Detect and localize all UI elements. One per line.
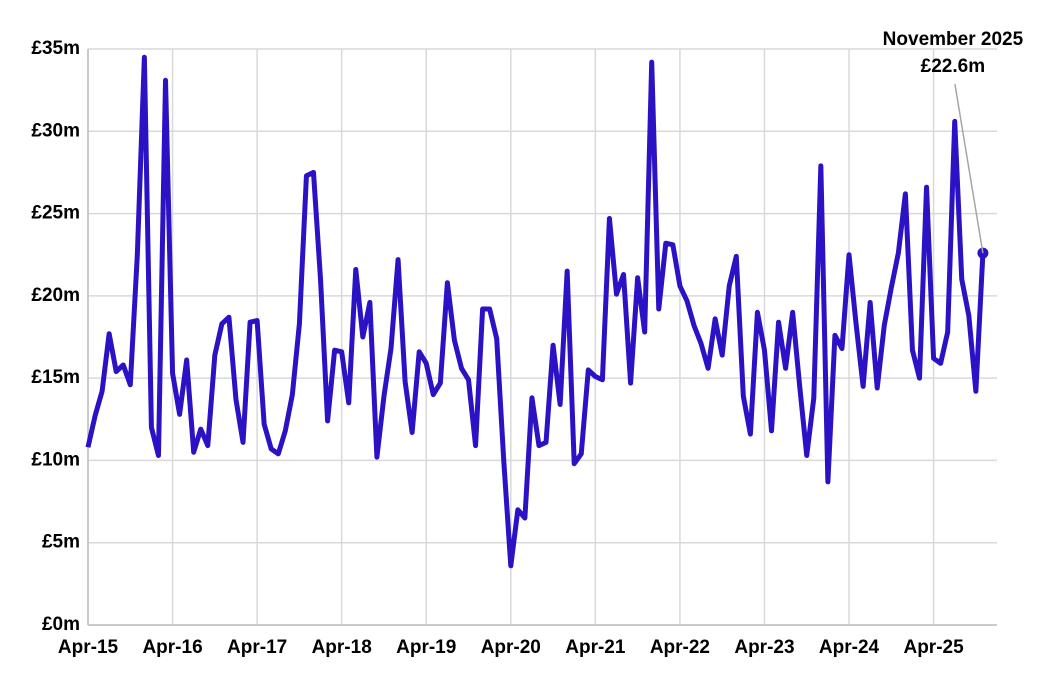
x-tick-label: Apr-23 xyxy=(734,637,794,658)
y-tick-label: £0m xyxy=(42,614,80,635)
y-tick-label: £30m xyxy=(31,120,80,141)
x-tick-label: Apr-19 xyxy=(396,637,456,658)
x-tick-label: Apr-16 xyxy=(142,637,202,658)
y-tick-label: £35m xyxy=(31,38,80,59)
y-tick-label: £25m xyxy=(31,203,80,224)
x-tick-label: Apr-20 xyxy=(481,637,541,658)
y-tick-label: £20m xyxy=(31,285,80,306)
x-tick-label: Apr-21 xyxy=(565,637,626,658)
annotation-value: £22.6m xyxy=(921,56,985,77)
y-tick-label: £15m xyxy=(31,367,80,388)
x-tick-label: Apr-25 xyxy=(903,637,964,658)
x-tick-label: Apr-18 xyxy=(312,637,372,658)
x-tick-label: Apr-24 xyxy=(819,637,880,658)
x-tick-label: Apr-22 xyxy=(650,637,710,658)
data-line xyxy=(85,54,986,569)
x-tick-label: Apr-15 xyxy=(58,637,119,658)
annotation-leader xyxy=(954,83,984,254)
y-tick-label: £10m xyxy=(31,449,80,470)
x-tick-label: Apr-17 xyxy=(227,637,287,658)
y-tick-label: £5m xyxy=(42,532,80,553)
annotation-label: November 2025 xyxy=(883,29,1024,50)
